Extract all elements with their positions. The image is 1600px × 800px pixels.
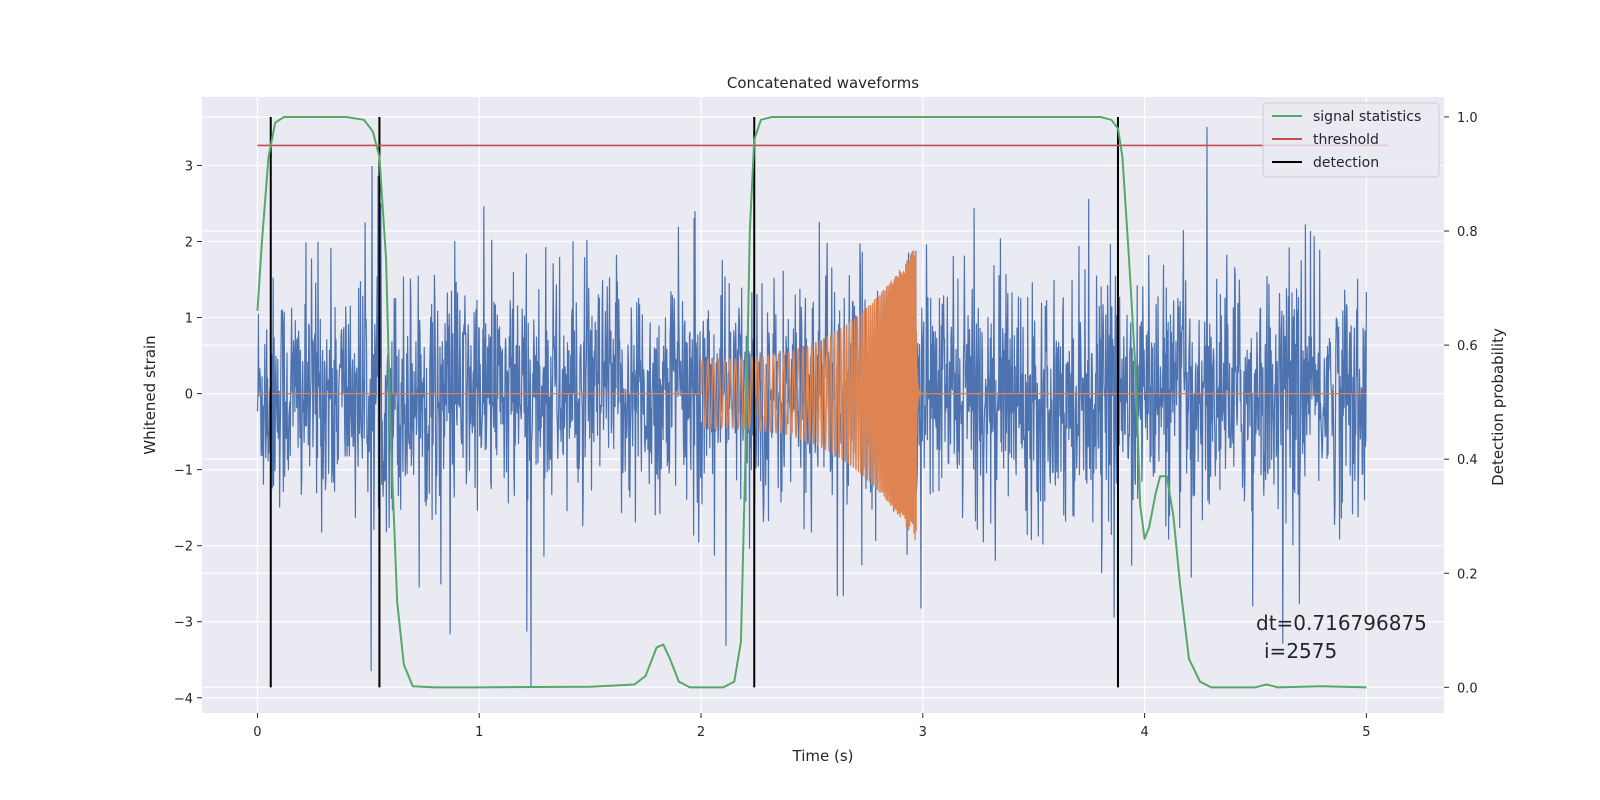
y-tick-label: 0 [185, 388, 193, 403]
right-y-tick-label: 0.0 [1457, 681, 1478, 696]
x-tick-label: 0 [253, 725, 261, 740]
signal-statistics-line [256, 115, 1367, 689]
legend-label-detection: detection [1313, 155, 1379, 171]
y-tick-label: −4 [174, 692, 193, 707]
x-tick-label: 5 [1362, 725, 1370, 740]
injected-chirp-line [257, 250, 1367, 541]
right-y-tick-label: 0.8 [1457, 225, 1478, 240]
right-y-tick-label: 0.2 [1457, 567, 1478, 582]
y-tick-label: 2 [185, 235, 193, 250]
y-tick-label: 3 [185, 159, 193, 174]
y-tick-label: −3 [174, 616, 193, 631]
legend: signal statistics threshold detection [1262, 102, 1440, 178]
ticks: 0 1 2 3 4 5 −4 −3 −2 −1 0 1 2 3 0.0 0.2 0.4 0.6 0.8 1.0 [174, 111, 1478, 740]
annotation-dt: dt=0.716796875 [1256, 611, 1427, 635]
y-axis-label: Whitened strain [141, 335, 159, 454]
legend-label-threshold: threshold [1313, 132, 1379, 148]
right-y-axis-label: Detection probability [1489, 328, 1507, 486]
right-y-tick-label: 0.6 [1457, 339, 1478, 354]
x-tick-label: 3 [919, 725, 927, 740]
x-tick-label: 4 [1140, 725, 1148, 740]
legend-label-signal-statistics: signal statistics [1313, 109, 1421, 125]
chart-title: Concatenated waveforms [727, 74, 919, 92]
right-y-tick-label: 1.0 [1457, 111, 1478, 126]
y-tick-label: −2 [174, 540, 193, 555]
plot-content [256, 115, 1389, 689]
annotation-index: i=2575 [1264, 639, 1337, 663]
right-y-tick-label: 0.4 [1457, 453, 1478, 468]
x-axis-label: Time (s) [792, 747, 854, 765]
x-tick-label: 1 [475, 725, 483, 740]
legend-box [1262, 102, 1440, 178]
y-tick-label: 1 [185, 312, 193, 327]
x-tick-label: 2 [697, 725, 705, 740]
y-tick-label: −1 [174, 464, 193, 479]
whitened-noise-line [256, 126, 1367, 687]
